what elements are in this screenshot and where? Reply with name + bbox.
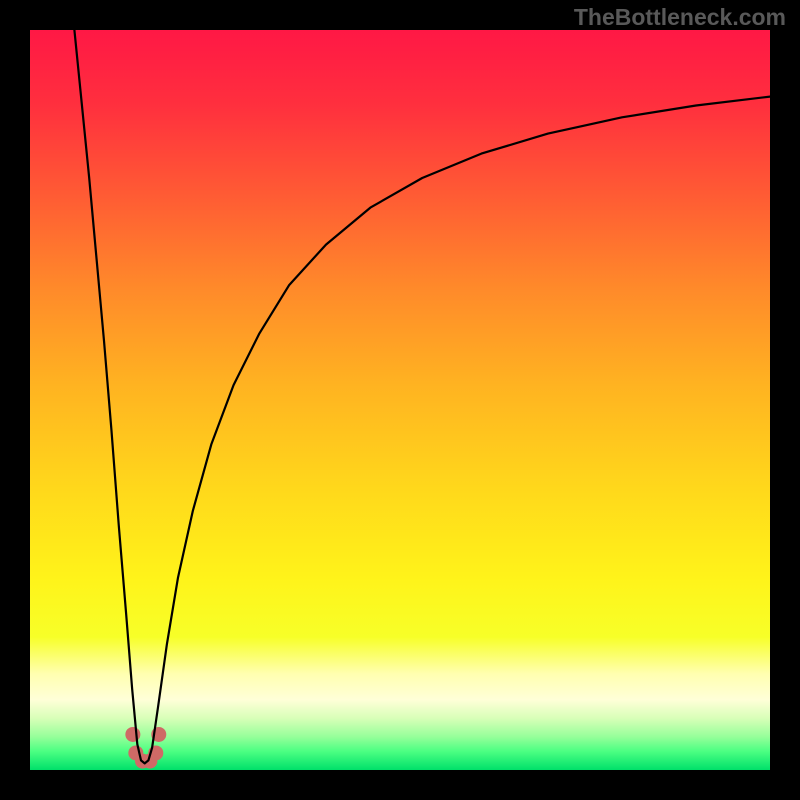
plot-background: [30, 30, 770, 770]
dip-marker: [125, 727, 140, 742]
plot-area: [30, 30, 770, 770]
watermark-text: TheBottleneck.com: [574, 4, 786, 31]
chart-frame: TheBottleneck.com: [0, 0, 800, 800]
plot-svg: [30, 30, 770, 770]
